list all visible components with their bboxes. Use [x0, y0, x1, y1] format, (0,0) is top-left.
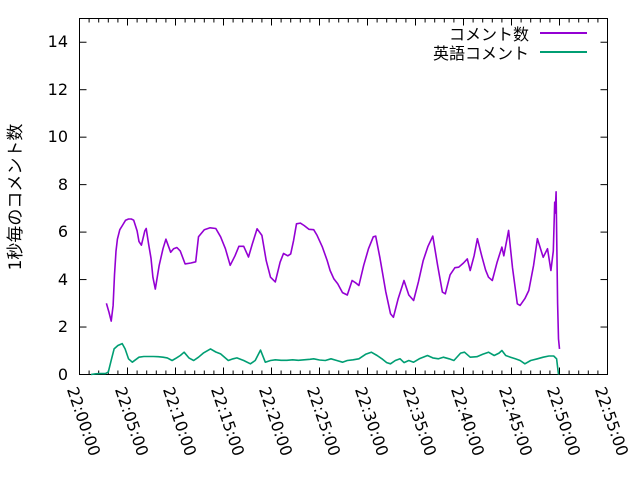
series-lines	[90, 191, 561, 376]
legend-line-sample-english-comment	[540, 50, 587, 53]
y-tick-label: 6	[57, 222, 68, 242]
legend-label-english-comment: 英語コメント	[432, 43, 529, 63]
y-tick-label: 10	[47, 127, 68, 147]
y-tick-label: 14	[47, 32, 68, 52]
legend: コメント数 英語コメント	[432, 23, 587, 63]
series-line-comment-count	[105, 191, 561, 349]
plot-border	[79, 18, 608, 375]
legend-line-sample-comment-count	[540, 31, 587, 34]
y-tick-label: 12	[47, 79, 68, 99]
y-tick-label: 8	[57, 174, 68, 194]
y-tick-label: 0	[57, 364, 68, 384]
tick-marks	[79, 18, 608, 375]
series-line-english-comment	[90, 342, 560, 376]
legend-entry-english-comment: 英語コメント	[432, 42, 587, 63]
y-tick-label: 2	[57, 317, 68, 337]
y-tick-label: 4	[57, 269, 68, 289]
legend-entry-comment-count: コメント数	[433, 23, 587, 44]
legend-label-comment-count: コメント数	[448, 24, 529, 44]
